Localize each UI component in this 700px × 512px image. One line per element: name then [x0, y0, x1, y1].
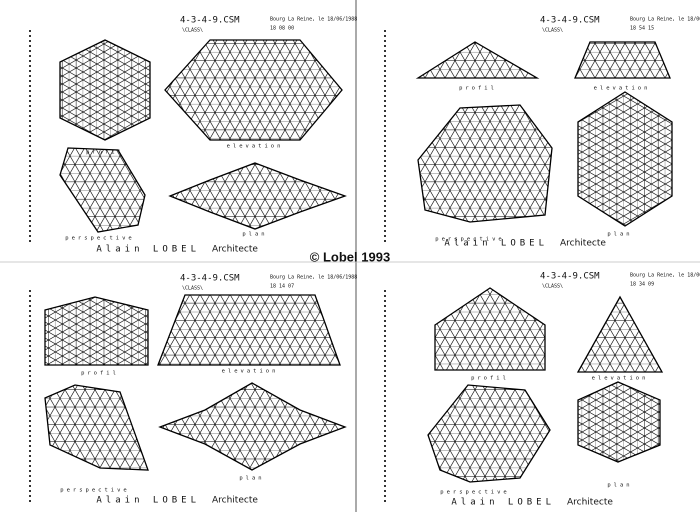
perspective-view [417, 104, 553, 223]
sheet-time: 18 08 00 [270, 26, 294, 32]
sheet-title: 4-3-4-9.CSM [180, 274, 240, 284]
signature-name: Alain LOBEL [96, 245, 200, 255]
view-label: elevation [592, 376, 649, 382]
signature-role: Architecte [212, 245, 258, 255]
view-label: elevation [222, 369, 279, 375]
signature-role: Architecte [567, 498, 613, 508]
sheet-place: Bourg La Reine, le 18/06/1988 [630, 17, 700, 23]
drawings-4 [427, 287, 664, 483]
sheet-title: 4-3-4-9.CSM [180, 16, 240, 26]
sheet-class: \CLASS\ [182, 28, 203, 34]
panel: 4-3-4-9.CSM \CLASS\ Bourg La Reine, le 18/… [60, 274, 357, 506]
view-label: plan [607, 483, 632, 489]
panel: 4-3-4-9.CSM \CLASS\ Bourg La Reine, le 18/… [440, 272, 700, 508]
sheet-place: Bourg La Reine, le 18/06/1988 [270, 17, 357, 23]
profil-view [59, 39, 151, 141]
sheet-class: \CLASS\ [182, 286, 203, 292]
drawings-1 [59, 39, 347, 233]
plan-view [158, 382, 347, 471]
sheet-time: 18 34 09 [630, 282, 654, 288]
view-label: perspective [435, 237, 504, 243]
view-label: plan [242, 232, 267, 238]
sheet-place: Bourg La Reine, le 18/06/1988 [270, 275, 357, 281]
elevation-view [164, 39, 343, 141]
sheet-class: \CLASS\ [542, 28, 563, 34]
perspective-view [427, 384, 551, 483]
sheet-title: 4-3-4-9.CSM [540, 16, 600, 26]
signature-role: Architecte [212, 496, 258, 506]
perspective-view [44, 384, 149, 471]
view-label: plan [607, 232, 632, 238]
sheet-title: 4-3-4-9.CSM [540, 272, 600, 282]
view-label: profil [459, 86, 497, 92]
perspective-view [59, 147, 146, 233]
view-label: profil [471, 376, 509, 382]
plan-view [168, 162, 347, 230]
drawings-3 [44, 294, 347, 471]
drawings-2 [415, 41, 673, 227]
signature-role: Architecte [560, 239, 606, 249]
panel: 4-3-4-9.CSM \CLASS\ Bourg La Reine, le 18/… [65, 16, 357, 255]
view-label: elevation [227, 144, 284, 150]
view-label: plan [239, 476, 264, 482]
signature-name: Alain LOBEL [96, 496, 200, 506]
profil-view [415, 41, 540, 79]
margin-marks [29, 30, 386, 505]
signature-name: Alain LOBEL [444, 239, 548, 249]
profil-view [434, 287, 546, 371]
view-label: elevation [594, 86, 651, 92]
panel: 4-3-4-9.CSM \CLASS\ Bourg La Reine, le 18/… [435, 16, 700, 249]
view-label: perspective [440, 490, 509, 496]
signature-name: Alain LOBEL [451, 498, 555, 508]
sheet-time: 18 14 07 [270, 284, 294, 290]
elevation-view [574, 41, 671, 79]
sheet-place: Bourg La Reine, le 18/06/1988 [630, 273, 700, 279]
plan-view [577, 91, 673, 227]
elevation-view [157, 294, 341, 366]
profil-view [44, 296, 149, 366]
plan-view [577, 381, 661, 463]
view-label: perspective [60, 488, 129, 494]
elevation-view [576, 295, 664, 373]
sheet-time: 18 54 15 [630, 26, 654, 32]
watermark: © Lobel 1993 [310, 249, 390, 264]
view-label: profil [86, 150, 124, 156]
sheet-class: \CLASS\ [542, 284, 563, 290]
view-label: perspective [65, 236, 134, 242]
view-label: profil [81, 371, 119, 377]
